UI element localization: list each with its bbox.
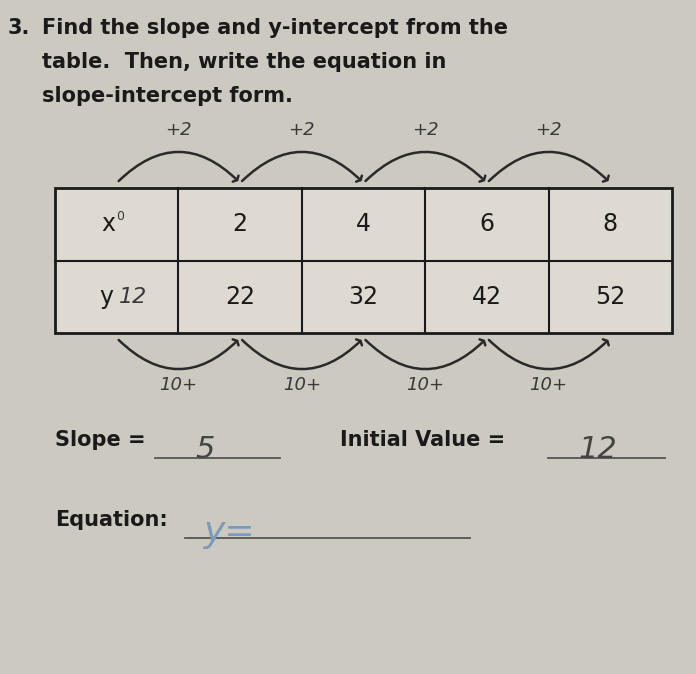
Text: 4: 4 <box>356 212 371 237</box>
Text: Find the slope and y-intercept from the: Find the slope and y-intercept from the <box>42 18 508 38</box>
Text: 10+: 10+ <box>159 376 198 394</box>
Text: 6: 6 <box>480 212 494 237</box>
Text: Equation:: Equation: <box>55 510 168 530</box>
Text: +2: +2 <box>535 121 562 139</box>
Text: table.  Then, write the equation in: table. Then, write the equation in <box>42 52 446 72</box>
Text: x: x <box>102 212 116 237</box>
Text: +2: +2 <box>412 121 438 139</box>
Text: 10+: 10+ <box>530 376 568 394</box>
Text: 0: 0 <box>116 210 124 222</box>
Text: 2: 2 <box>232 212 248 237</box>
Text: 52: 52 <box>595 284 626 309</box>
Text: +2: +2 <box>288 121 315 139</box>
Text: 8: 8 <box>603 212 618 237</box>
Text: 42: 42 <box>472 284 502 309</box>
Text: 22: 22 <box>225 284 255 309</box>
Text: 10+: 10+ <box>283 376 321 394</box>
Text: 3.: 3. <box>8 18 31 38</box>
Text: y=: y= <box>204 515 256 549</box>
Text: y: y <box>100 284 113 309</box>
Text: 5: 5 <box>196 435 214 464</box>
Text: 12: 12 <box>119 286 147 307</box>
Text: 12: 12 <box>578 435 617 464</box>
Text: 32: 32 <box>349 284 379 309</box>
FancyBboxPatch shape <box>55 188 672 333</box>
Text: +2: +2 <box>165 121 191 139</box>
Text: Slope =: Slope = <box>55 430 153 450</box>
Text: Initial Value =: Initial Value = <box>340 430 512 450</box>
Text: 10+: 10+ <box>406 376 444 394</box>
Text: slope-intercept form.: slope-intercept form. <box>42 86 293 106</box>
